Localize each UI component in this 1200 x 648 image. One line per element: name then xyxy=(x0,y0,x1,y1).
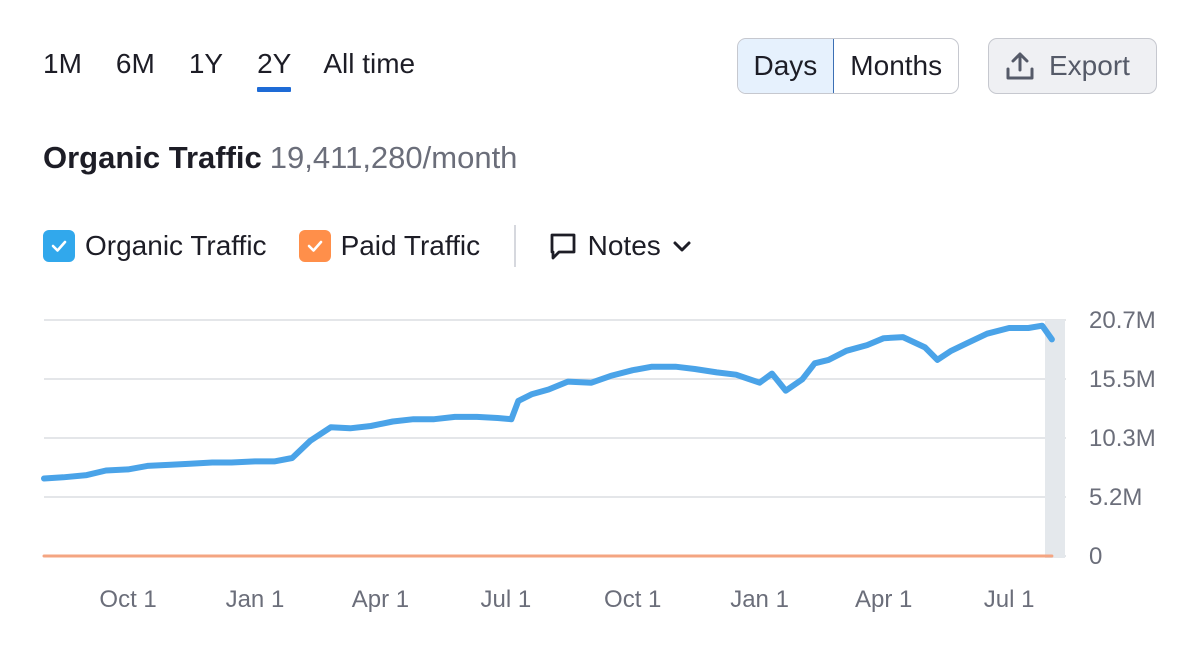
legend-label: Paid Traffic xyxy=(340,230,481,261)
current-period-band xyxy=(1045,320,1065,558)
x-tick-label: Oct 1 xyxy=(99,586,156,613)
y-tick-label: 10.3M xyxy=(1089,425,1156,452)
legend-organic-traffic[interactable]: Organic Traffic xyxy=(43,230,267,262)
chevron-down-icon xyxy=(673,241,691,252)
days-button[interactable]: Days xyxy=(738,39,835,93)
x-tick-label: Jan 1 xyxy=(730,586,789,613)
chart-legend: Organic Traffic Paid Traffic Notes xyxy=(43,225,693,267)
period-tabs: 1M 6M 1Y 2Y All time xyxy=(43,48,416,92)
x-tick-label: Jul 1 xyxy=(984,586,1035,613)
y-tick-label: 15.5M xyxy=(1089,366,1156,393)
y-tick-label: 20.7M xyxy=(1089,307,1156,334)
metric-title: Organic Traffic xyxy=(43,140,262,175)
x-tick-label: Jul 1 xyxy=(481,586,532,613)
tab-1y[interactable]: 1Y xyxy=(188,48,224,79)
comment-icon xyxy=(550,233,576,260)
organic-traffic-line xyxy=(41,322,1055,482)
granularity-toggle: Days Months xyxy=(737,38,960,94)
checkbox-icon[interactable] xyxy=(43,230,75,262)
export-button[interactable]: Export xyxy=(988,38,1157,94)
check-icon xyxy=(51,240,67,252)
legend-label: Organic Traffic xyxy=(85,230,267,261)
x-tick-label: Apr 1 xyxy=(352,586,409,613)
tab-2y[interactable]: 2Y xyxy=(257,48,292,92)
x-tick-label: Jan 1 xyxy=(226,586,285,613)
checkbox-icon[interactable] xyxy=(298,230,331,262)
legend-paid-traffic[interactable]: Paid Traffic xyxy=(298,230,481,262)
x-tick-label: Oct 1 xyxy=(604,586,661,613)
notes-dropdown[interactable]: Notes xyxy=(548,230,693,262)
legend-divider xyxy=(514,225,516,267)
metric-value: 19,411,280/month xyxy=(269,140,518,175)
months-button[interactable]: Months xyxy=(850,50,943,81)
traffic-headline: Organic Traffic 19,411,280/month xyxy=(43,140,517,176)
upload-icon xyxy=(1006,52,1034,80)
notes-label: Notes xyxy=(587,230,661,261)
export-label: Export xyxy=(1049,50,1130,81)
y-tick-label: 0 xyxy=(1089,543,1102,570)
check-icon xyxy=(307,240,322,252)
x-tick-label: Apr 1 xyxy=(855,586,912,613)
y-tick-label: 5.2M xyxy=(1089,484,1142,511)
tab-all-time[interactable]: All time xyxy=(323,48,416,79)
traffic-chart: Oct 1 Jan 1 Apr 1 Jul 1 Oct 1 Jan 1 Apr 1 Jul 1… xyxy=(41,307,1156,613)
tab-6m[interactable]: 6M xyxy=(115,48,155,79)
tab-1m[interactable]: 1M xyxy=(43,48,82,79)
